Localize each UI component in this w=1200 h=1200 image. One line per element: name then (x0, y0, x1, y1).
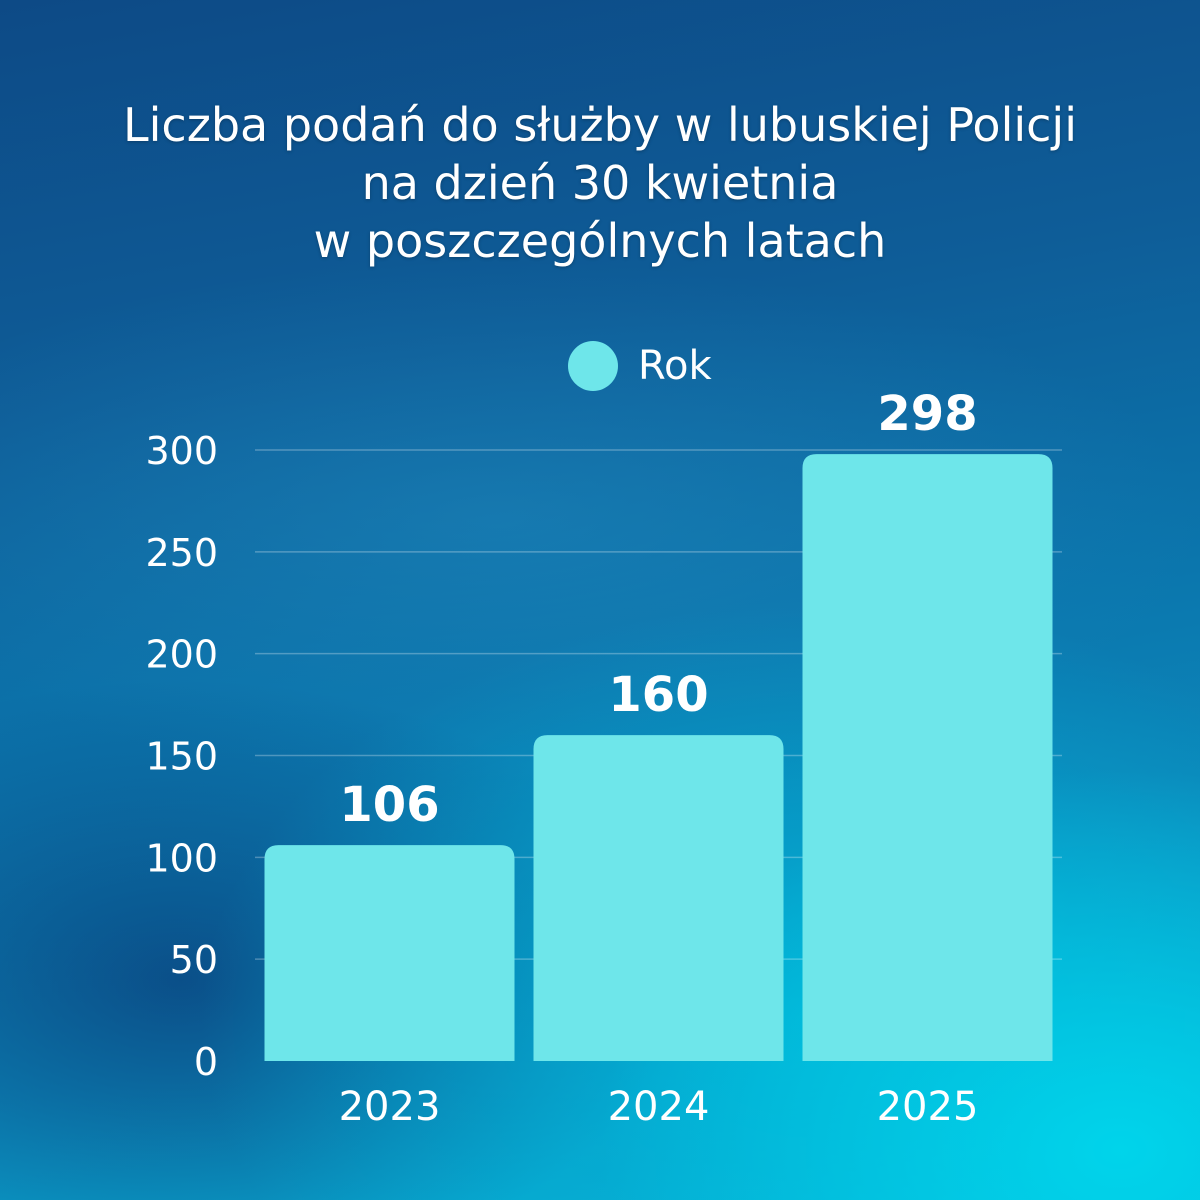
y-tick-label: 50 (170, 938, 218, 982)
y-tick-label: 100 (145, 836, 218, 880)
x-tick-label-2023: 2023 (339, 1084, 441, 1130)
data-label-2023: 106 (339, 777, 439, 833)
data-labels: 106 160 298 (339, 386, 977, 833)
bar-2024 (533, 735, 784, 1061)
chart-title-line-2: na dzień 30 kwietnia (361, 156, 839, 210)
data-label-2024: 160 (608, 667, 708, 723)
y-axis-ticks: 0 50 100 150 200 250 300 (145, 429, 218, 1084)
bar-2023 (264, 845, 515, 1061)
chart-legend: Rok (568, 340, 712, 392)
chart-title: Liczba podań do służby w lubuskiej Polic… (0, 96, 1200, 270)
bars (264, 454, 1053, 1061)
bar-2025 (802, 454, 1053, 1061)
y-tick-label: 0 (194, 1040, 218, 1084)
y-tick-label: 150 (145, 735, 218, 779)
x-axis-ticks: 2023 2024 2025 (339, 1084, 979, 1130)
data-label-2025: 298 (877, 386, 977, 442)
x-tick-label-2024: 2024 (608, 1084, 710, 1130)
y-tick-label: 250 (145, 531, 218, 575)
chart-title-line-3: w poszczególnych latach (313, 214, 887, 268)
legend-label: Rok (638, 343, 712, 389)
chart-title-line-1: Liczba podań do służby w lubuskiej Polic… (123, 98, 1077, 152)
legend-swatch-icon (568, 341, 618, 391)
y-tick-label: 300 (145, 429, 218, 473)
x-tick-label-2025: 2025 (877, 1084, 979, 1130)
y-tick-label: 200 (145, 633, 218, 677)
